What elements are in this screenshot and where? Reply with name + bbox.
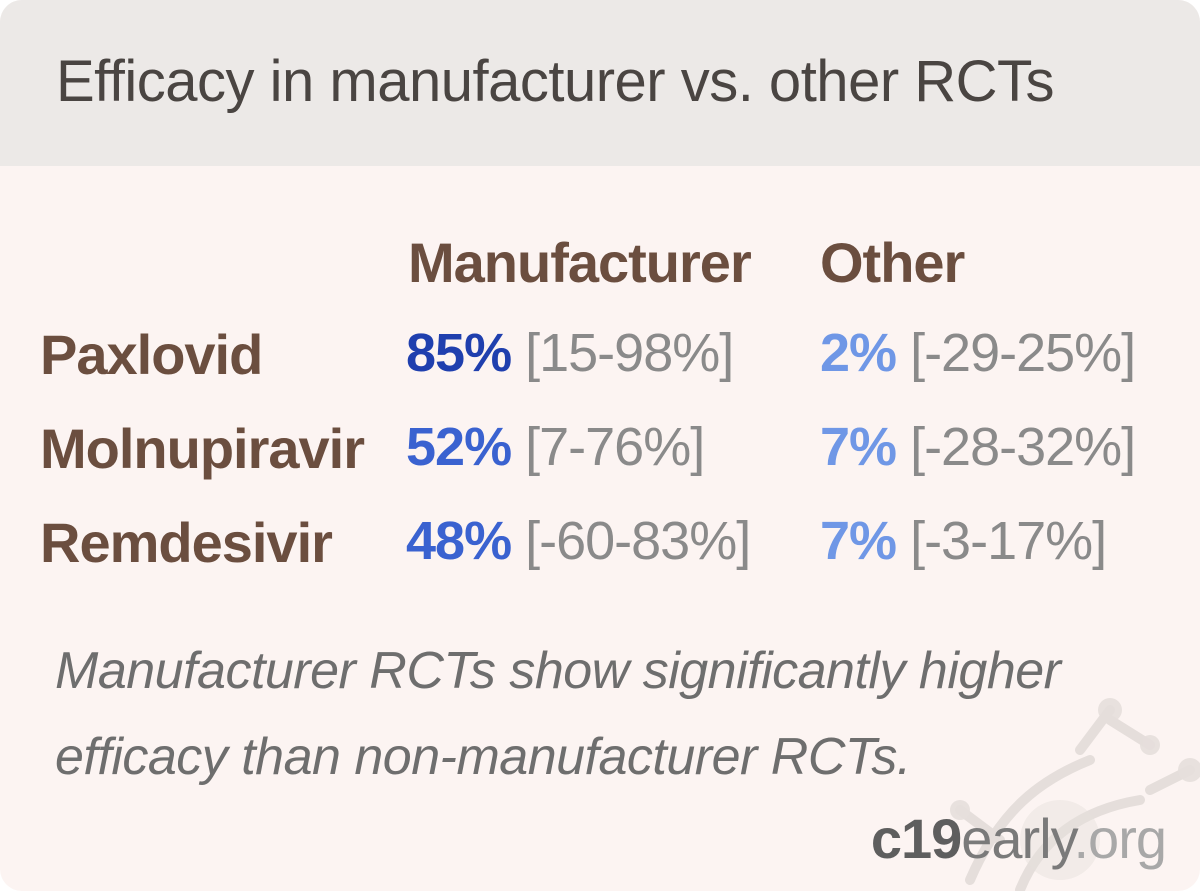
drug-label-paxlovid: Paxlovid: [40, 323, 263, 386]
drug-label-molnupiravir: Molnupiravir: [40, 417, 365, 480]
summary-text: Manufacturer RCTs show significantly hig…: [55, 642, 1061, 786]
manufacturer-ci-value: [15-98%]: [525, 323, 734, 383]
brand-part-c19: c19: [870, 807, 962, 870]
manufacturer-cell-molnupiravir: 52% [7-76%]: [406, 416, 705, 478]
drug-label-remdesivir: Remdesivir: [40, 511, 333, 574]
other-efficacy-value: 7%: [820, 417, 897, 477]
other-ci-value: [-29-25%]: [910, 323, 1136, 383]
card-title: Efficacy in manufacturer vs. other RCTs: [56, 49, 1055, 114]
brand-part-early: early: [961, 807, 1074, 870]
manufacturer-ci-value: [7-76%]: [525, 417, 705, 477]
other-ci-value: [-28-32%]: [910, 417, 1136, 477]
other-cell-remdesivir: 7% [-3-17%]: [820, 510, 1107, 572]
other-cell-molnupiravir: 7% [-28-32%]: [820, 416, 1136, 478]
other-ci-value: [-3-17%]: [910, 511, 1107, 571]
manufacturer-cell-remdesivir: 48% [-60-83%]: [406, 510, 751, 572]
manufacturer-efficacy-value: 48%: [406, 511, 512, 571]
other-cell-paxlovid: 2% [-29-25%]: [820, 322, 1136, 384]
brand-part-org: .org: [1073, 807, 1167, 870]
virus-decoration-icon: [950, 698, 1200, 891]
other-efficacy-value: 2%: [820, 323, 897, 383]
brand-logo: c19early.org: [870, 806, 1167, 871]
manufacturer-efficacy-value: 52%: [406, 417, 512, 477]
manufacturer-efficacy-value: 85%: [406, 323, 512, 383]
other-efficacy-value: 7%: [820, 511, 897, 571]
card-header: Efficacy in manufacturer vs. other RCTs: [0, 0, 1200, 166]
manufacturer-cell-paxlovid: 85% [15-98%]: [406, 322, 734, 384]
column-header-other: Other: [820, 231, 965, 294]
manufacturer-ci-value: [-60-83%]: [525, 511, 751, 571]
column-header-manufacturer: Manufacturer: [408, 231, 752, 294]
